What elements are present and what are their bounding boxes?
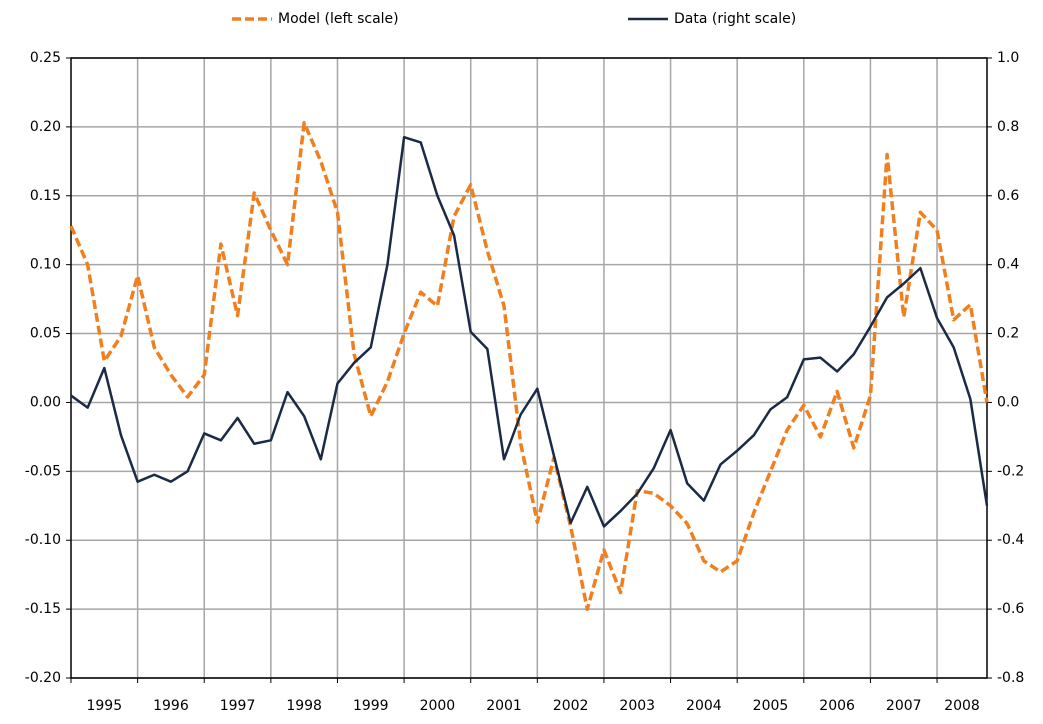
y2-tick-label: 0.0: [997, 394, 1019, 410]
y-tick-label: 0.10: [30, 257, 61, 273]
y2-tick-label: -0.6: [997, 601, 1024, 617]
y2-tick-label: 0.4: [997, 257, 1019, 273]
y2-tick-label: 0.8: [997, 119, 1019, 135]
y-tick-label: -0.15: [25, 601, 61, 617]
x-tick-label: 1996: [153, 698, 189, 714]
x-tick-label: 2006: [819, 698, 855, 714]
x-tick-label: 2008: [944, 698, 980, 714]
y-tick-label: 0.05: [30, 326, 61, 342]
series-line: [69, 121, 989, 611]
legend-label: Model (left scale): [278, 11, 399, 27]
x-tick-label: 1995: [86, 698, 122, 714]
y2-tick-label: -0.4: [997, 532, 1024, 548]
x-tick-label: 1998: [286, 698, 322, 714]
x-tick-label: 2002: [553, 698, 589, 714]
y-tick-label: -0.05: [25, 463, 61, 479]
x-tick-label: 2003: [619, 698, 655, 714]
y-tick-label: 0.15: [30, 188, 61, 204]
legend-label: Data (right scale): [674, 11, 796, 27]
y2-tick-label: 0.2: [997, 326, 1019, 342]
x-tick-label: 2000: [420, 698, 456, 714]
plot-border: [70, 57, 988, 679]
y-tick-label: 0.00: [30, 394, 61, 410]
y2-tick-label: 0.6: [997, 188, 1019, 204]
x-tick-label: 2007: [886, 698, 922, 714]
x-tick-label: 2005: [753, 698, 789, 714]
x-tick-label: 2001: [486, 698, 522, 714]
y2-tick-label: -0.8: [997, 670, 1024, 686]
x-tick-label: 1999: [353, 698, 389, 714]
y-tick-label: 0.20: [30, 119, 61, 135]
y2-tick-label: 1.0: [997, 50, 1019, 66]
y-tick-label: 0.25: [30, 50, 61, 66]
x-tick-label: 1997: [220, 698, 256, 714]
y-tick-label: -0.20: [25, 670, 61, 686]
series-line: [70, 135, 989, 528]
y-tick-label: -0.10: [25, 532, 61, 548]
y2-tick-label: -0.2: [997, 463, 1024, 479]
x-tick-label: 2004: [686, 698, 722, 714]
